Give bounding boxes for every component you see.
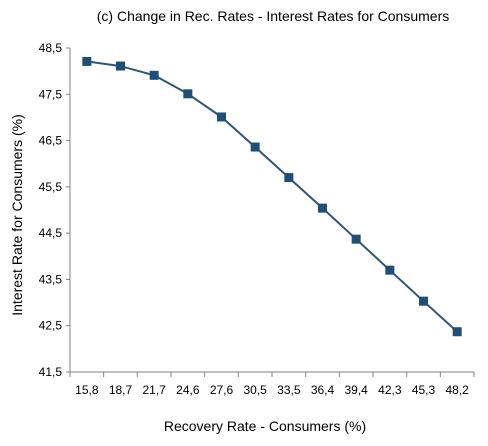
chart-title: (c) Change in Rec. Rates - Interest Rate…	[97, 8, 449, 24]
x-tick-label: 42,3	[378, 383, 402, 397]
data-point-marker	[183, 89, 193, 99]
x-tick-label: 30,5	[243, 383, 267, 397]
data-point-marker	[149, 70, 159, 80]
x-tick-label: 45,3	[412, 383, 436, 397]
y-tick-label: 46,5	[39, 134, 63, 148]
y-tick-label: 41,5	[39, 365, 63, 379]
x-tick-label: 48,2	[445, 383, 469, 397]
data-point-marker	[217, 112, 226, 122]
series-line	[86, 60, 458, 333]
x-tick-label: 24,6	[176, 383, 200, 397]
data-point-marker	[318, 203, 327, 213]
x-tick-label: 36,4	[311, 383, 335, 397]
x-axis-label: Recovery Rate - Consumers (%)	[164, 418, 366, 434]
y-tick-label: 44,5	[39, 226, 63, 240]
y-axis-label: Interest Rate for Consumers (%)	[9, 114, 25, 316]
data-point-marker	[385, 265, 395, 275]
y-tick-labels: 48,5 47,5 46,5 45,5 44,5 43,5 42,5 41,5	[39, 41, 63, 379]
data-point-marker	[284, 173, 294, 183]
series-markers	[82, 56, 462, 337]
x-tick-label: 39,4	[344, 383, 368, 397]
y-tick-label: 45,5	[39, 180, 63, 194]
x-tick-label: 27,6	[210, 383, 234, 397]
y-tick-label: 42,5	[39, 319, 63, 333]
x-tick-label: 18,7	[109, 383, 133, 397]
data-point-marker	[250, 142, 260, 152]
x-tick-label: 15,8	[75, 383, 99, 397]
y-tick-label: 47,5	[39, 87, 63, 101]
data-point-marker	[82, 56, 92, 66]
series-polyline	[86, 60, 458, 333]
x-tick-labels: 15,8 18,7 21,7 24,6 27,6 30,5 33,5 36,4 39,4 42,3…	[75, 383, 469, 397]
data-point-marker	[452, 327, 462, 337]
data-point-marker	[419, 296, 428, 306]
y-tick-label: 48,5	[39, 41, 63, 55]
data-point-marker	[116, 61, 125, 71]
y-tick-label: 43,5	[39, 272, 63, 286]
data-point-marker	[351, 234, 361, 244]
axes	[66, 47, 475, 377]
x-tick-label: 21,7	[142, 383, 166, 397]
x-tick-label: 33,5	[277, 383, 301, 397]
